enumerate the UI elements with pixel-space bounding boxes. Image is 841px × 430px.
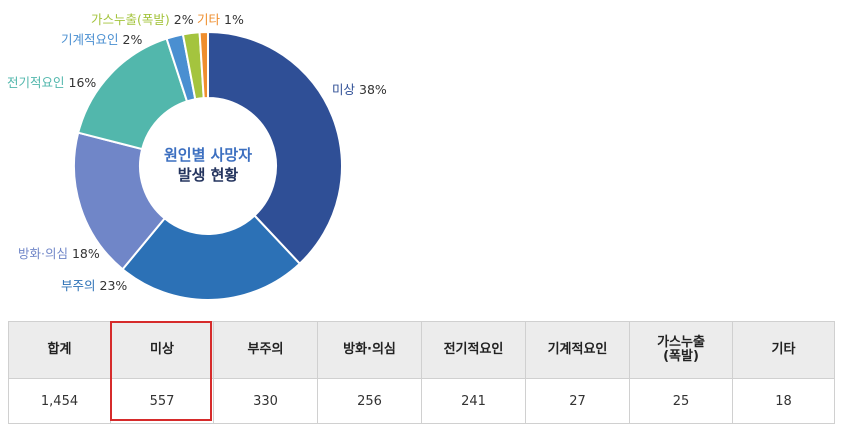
table-cell: 241 [421, 378, 526, 424]
slice-label-4: 기계적요인 2% [61, 32, 142, 47]
slice-label-name: 가스누출(폭발) [91, 12, 170, 27]
header-text: (폭발) [663, 349, 699, 364]
table-cell: 557 [110, 378, 214, 424]
table-cell: 18 [732, 378, 835, 424]
cause-data-table: 합계 미상 부주의 방화·의심 전기적요인 기계적요인 가스누출 (폭발) 기타 1,454 55… [8, 321, 835, 424]
slice-0 [207, 30, 343, 266]
slice-label-0: 미상 38% [332, 82, 387, 97]
slice-label-percent: 23% [96, 278, 128, 293]
slice-label-3: 전기적요인 16% [7, 75, 96, 90]
slice-label-percent: 16% [65, 75, 97, 90]
slice-label-name: 기타 [197, 12, 221, 27]
table-cell: 330 [213, 378, 318, 424]
table-cell: 25 [629, 378, 733, 424]
table-header-cell: 기계적요인 [525, 321, 630, 379]
table-header-cell: 부주의 [213, 321, 318, 379]
slice-label-name: 미상 [332, 82, 356, 97]
slice-label-percent: 38% [355, 82, 387, 97]
slice-label-1: 부주의 23% [61, 278, 127, 293]
table-header-cell: 가스누출 (폭발) [629, 321, 733, 379]
table-cell: 1,454 [8, 378, 111, 424]
header-text: 가스누출 [657, 335, 705, 350]
table-header-cell: 합계 [8, 321, 111, 379]
slice-label-percent: 2% [119, 32, 143, 47]
header-text: 기계적요인 [547, 342, 608, 357]
table-header-cell: 전기적요인 [421, 321, 526, 379]
slice-label-percent: 1% [220, 12, 244, 27]
table-header-cell: 방화·의심 [317, 321, 422, 379]
slice-1 [121, 214, 302, 301]
chart-subtitle: 발생 현황 [178, 166, 239, 184]
slice-label-2: 방화·의심 18% [18, 246, 100, 261]
header-text: 전기적요인 [443, 342, 504, 357]
header-text: 방화·의심 [343, 342, 396, 357]
table-row: 1,454 557 330 256 241 27 25 18 [8, 378, 835, 424]
slice-3 [76, 37, 189, 151]
slice-label-name: 부주의 [61, 278, 96, 293]
table-header-row: 합계 미상 부주의 방화·의심 전기적요인 기계적요인 가스누출 (폭발) 기타 [8, 321, 835, 379]
table-header-cell: 미상 [110, 321, 214, 379]
header-text: 합계 [47, 342, 72, 357]
slice-label-5: 가스누출(폭발) 2% [91, 12, 194, 27]
slice-label-6: 기타 1% [197, 12, 244, 27]
table-cell: 27 [525, 378, 630, 424]
slice-group [73, 30, 343, 301]
slice-label-group: 미상 38%부주의 23%방화·의심 18%전기적요인 16%기계적요인 2%가… [7, 12, 387, 293]
slice-label-name: 기계적요인 [61, 32, 119, 47]
header-text: 부주의 [247, 342, 284, 357]
header-text: 기타 [771, 342, 796, 357]
slice-label-percent: 18% [68, 246, 100, 261]
slice-label-name: 방화·의심 [18, 246, 68, 261]
chart-title: 원인별 사망자 [164, 146, 252, 164]
donut-chart: 원인별 사망자 발생 현황 미상 38% 부주의 23% 방화·의심 18% 전기적요… [7, 12, 387, 301]
table-header-cell: 기타 [732, 321, 835, 379]
slice-6 [198, 30, 209, 100]
table-cell: 256 [317, 378, 422, 424]
slice-label-name: 전기적요인 [7, 75, 65, 90]
header-text: 미상 [150, 342, 174, 357]
slice-label-percent: 2% [170, 12, 194, 27]
